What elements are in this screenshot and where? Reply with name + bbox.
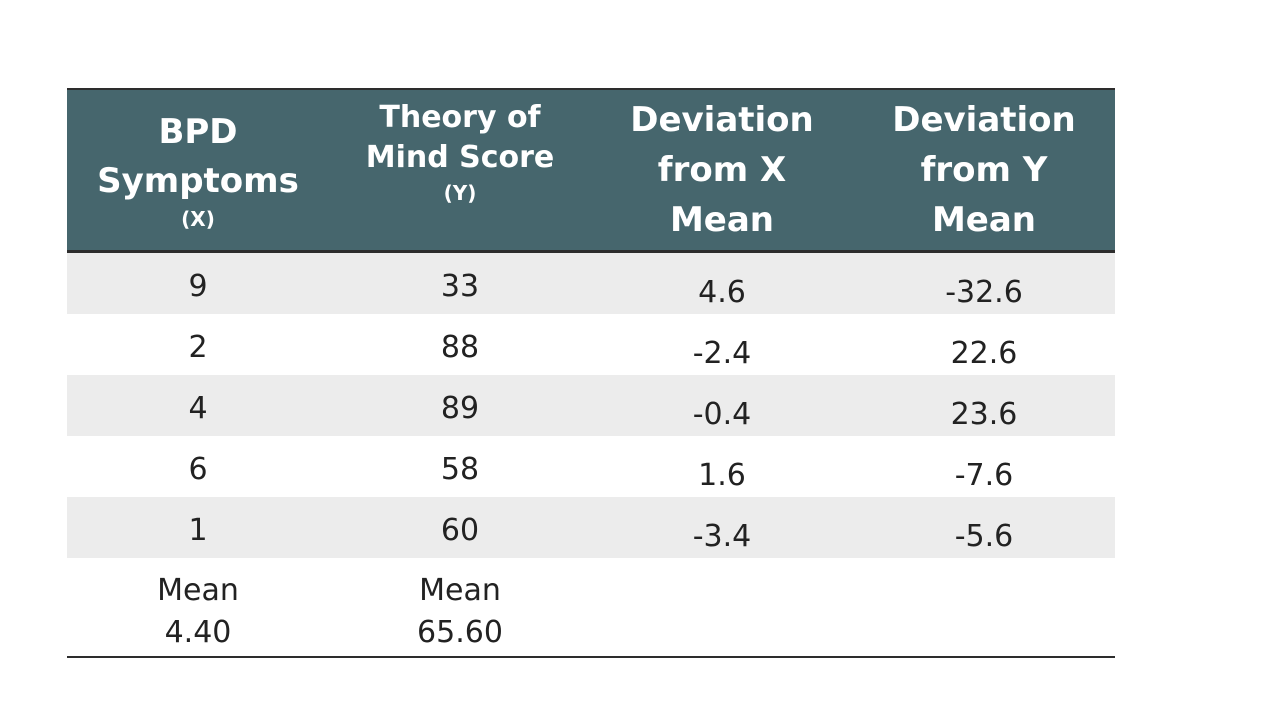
cell-y: 88 xyxy=(440,330,480,365)
cell-dev-x: -0.4 xyxy=(692,397,752,432)
cell-x: 4 xyxy=(188,391,208,426)
cell-y: 60 xyxy=(440,513,480,548)
cell-dev-y: -7.6 xyxy=(954,458,1014,493)
header-deviation-x: Deviation from X Mean xyxy=(630,100,814,240)
mean-y: Mean 65.60 xyxy=(329,558,591,656)
cell-y: 58 xyxy=(440,452,480,487)
cell-dev-y: -32.6 xyxy=(945,275,1023,310)
cell-x: 6 xyxy=(188,452,208,487)
mean-empty-4 xyxy=(853,558,1115,656)
cell-dev-y: 22.6 xyxy=(950,336,1018,371)
table-row: 9 33 4.6 -32.6 xyxy=(67,253,1115,314)
cell-dev-x: 4.6 xyxy=(698,275,746,310)
mean-row: Mean 4.40 Mean 65.60 xyxy=(67,558,1115,658)
cell-dev-y: 23.6 xyxy=(950,397,1018,432)
table-header: BPD Symptoms (X) Theory of Mind Score (Y… xyxy=(67,88,1115,253)
deviation-table: BPD Symptoms (X) Theory of Mind Score (Y… xyxy=(67,88,1115,658)
header-deviation-y: Deviation from Y Mean xyxy=(892,100,1076,240)
mean-x-value: 4.40 xyxy=(164,615,232,650)
mean-x: Mean 4.40 xyxy=(67,558,329,656)
cell-dev-x: 1.6 xyxy=(698,458,746,493)
table-row: 1 60 -3.4 -5.6 xyxy=(67,497,1115,558)
table-row: 2 88 -2.4 22.6 xyxy=(67,314,1115,375)
table-row: 4 89 -0.4 23.6 xyxy=(67,375,1115,436)
cell-dev-x: -3.4 xyxy=(692,519,752,554)
cell-x: 1 xyxy=(188,513,208,548)
table-row: 6 58 1.6 -7.6 xyxy=(67,436,1115,497)
cell-dev-x: -2.4 xyxy=(692,336,752,371)
mean-y-label: Mean xyxy=(419,573,501,608)
mean-empty-3 xyxy=(591,558,853,656)
header-theory-of-mind: Theory of Mind Score (Y) xyxy=(365,100,555,205)
cell-y: 33 xyxy=(440,269,480,304)
cell-y: 89 xyxy=(440,391,480,426)
cell-dev-y: -5.6 xyxy=(954,519,1014,554)
mean-y-value: 65.60 xyxy=(417,615,503,650)
mean-x-label: Mean xyxy=(157,573,239,608)
cell-x: 2 xyxy=(188,330,208,365)
cell-x: 9 xyxy=(188,269,208,304)
header-bpd-symptoms: BPD Symptoms (X) xyxy=(97,112,299,231)
